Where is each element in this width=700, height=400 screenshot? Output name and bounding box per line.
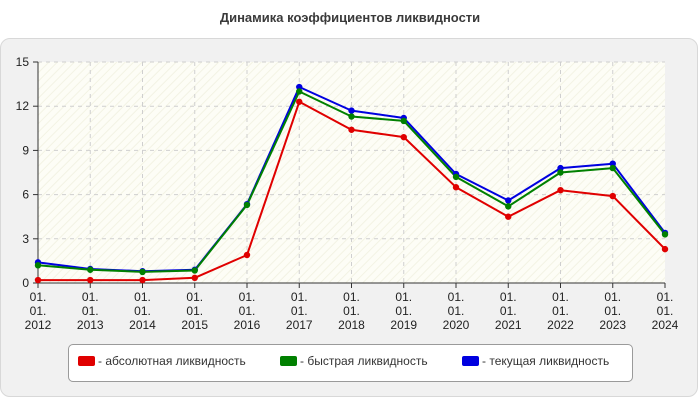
data-point-2 [348,107,355,114]
legend-label-current: - текущая ликвидность [482,354,610,368]
x-tick-label: 01. 01. 2014 [129,290,156,332]
data-point-1 [296,88,303,95]
data-point-1 [400,117,407,125]
x-tick-label: 01. 01. 2024 [652,290,679,332]
data-point-1 [609,164,616,172]
x-tick-label: 01. 01. 2013 [77,290,104,332]
data-point-0 [139,276,146,284]
legend-swatch-current [462,356,479,366]
legend-swatch-quick [280,356,297,366]
data-point-0 [296,98,303,105]
data-point-1 [452,173,460,181]
data-point-2 [557,164,564,172]
data-point-1 [243,201,251,209]
x-tick-label: 01. 01. 2016 [234,290,261,332]
legend-label-quick: - быстрая ликвидность [300,354,428,368]
data-point-0 [557,186,564,194]
data-point-1 [661,231,669,238]
legend-item-current: - текущая ликвидность [462,354,609,368]
data-point-0 [609,192,616,200]
data-point-0 [191,274,198,282]
x-tick-label: 01. 01. 2015 [181,290,208,332]
data-point-0 [348,126,355,133]
legend-label-absolute: - абсолютная ликвидность [98,354,246,368]
y-tick-label: 6 [22,188,29,202]
data-point-2 [296,83,303,91]
y-tick-label: 15 [16,55,30,69]
x-tick-label: 01. 01. 2022 [547,290,574,332]
y-tick-label: 9 [22,143,29,157]
data-point-1 [557,169,564,176]
chart-title: Динамика коэффициентов ликвидности [219,10,481,25]
data-point-0 [34,276,42,284]
data-point-0 [400,133,407,141]
data-point-0 [243,251,251,259]
x-tick-label: 01. 01. 2020 [443,290,470,332]
data-point-1 [505,203,512,210]
x-tick-label: 01. 01. 2012 [25,290,52,332]
chart-legend: - абсолютная ликвидность - быстрая ликви… [68,344,633,382]
legend-swatch-absolute [78,356,95,366]
x-tick-label: 01. 01. 2021 [495,290,522,332]
data-point-0 [87,276,94,284]
data-point-2 [505,197,512,204]
data-point-1 [191,267,198,274]
data-point-0 [661,245,669,253]
x-tick-label: 01. 01. 2018 [338,290,365,332]
x-tick-label: 01. 01. 2023 [599,290,626,332]
data-point-0 [452,184,460,191]
data-point-1 [87,266,94,273]
legend-item-quick: - быстрая ликвидность [280,354,428,368]
x-tick-label: 01. 01. 2017 [286,290,313,332]
data-point-0 [505,213,512,220]
x-tick-label: 01. 01. 2019 [390,290,417,332]
y-tick-label: 3 [22,232,29,246]
data-point-1 [34,262,42,269]
legend-item-absolute: - абсолютная ликвидность [78,354,246,368]
data-point-1 [139,268,146,276]
y-tick-label: 12 [16,99,30,113]
data-point-2 [609,160,616,167]
data-point-1 [348,113,355,120]
y-tick-label: 0 [22,276,29,290]
